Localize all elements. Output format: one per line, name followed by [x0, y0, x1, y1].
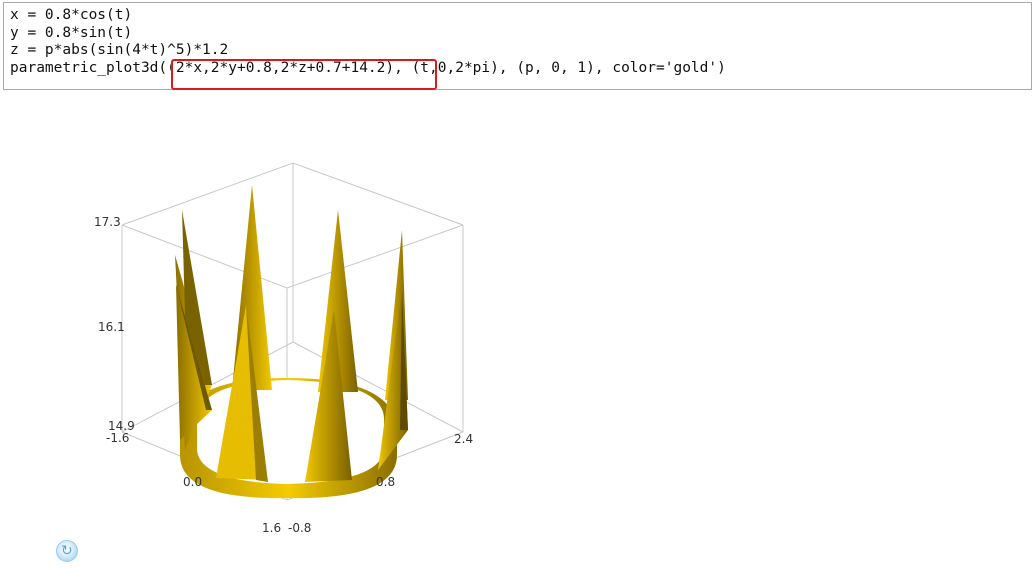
right-axis-tick-2: 0.8	[376, 475, 395, 489]
z-tick-top: 17.3	[94, 215, 121, 229]
surface-band	[180, 378, 397, 499]
plot3d-canvas[interactable]: 17.3 16.1 14.9 -1.6 0.0 1.6 -0.8 0.8 2.4	[0, 110, 560, 550]
right-axis-tick-3: 2.4	[454, 432, 473, 446]
refresh-icon: ↻	[61, 543, 73, 559]
z-tick-mid: 16.1	[98, 320, 125, 334]
left-axis-tick-3: 1.6	[262, 521, 281, 535]
code-input-cell[interactable]: x = 0.8*cos(t) y = 0.8*sin(t) z = p*abs(…	[3, 2, 1032, 90]
code-line-3: z = p*abs(sin(4*t)^5)*1.2	[10, 42, 229, 58]
box-front-bottom	[121, 431, 464, 501]
surface-spikes-front	[176, 285, 408, 482]
code-line-1: x = 0.8*cos(t)	[10, 7, 133, 23]
refresh-button[interactable]: ↻	[56, 540, 78, 562]
left-axis-tick-1: -1.6	[106, 431, 129, 445]
plot3d-output[interactable]: 17.3 16.1 14.9 -1.6 0.0 1.6 -0.8 0.8 2.4	[0, 110, 560, 550]
left-axis-tick-2: 0.0	[183, 475, 202, 489]
z-tick-bottom: 14.9	[108, 419, 135, 433]
code-lines: x = 0.8*cos(t) y = 0.8*sin(t) z = p*abs(…	[10, 7, 726, 77]
right-axis-tick-1: -0.8	[288, 521, 311, 535]
code-line-2: y = 0.8*sin(t)	[10, 24, 133, 41]
bounding-box	[121, 162, 464, 501]
highlight-annotation-box	[171, 59, 437, 90]
